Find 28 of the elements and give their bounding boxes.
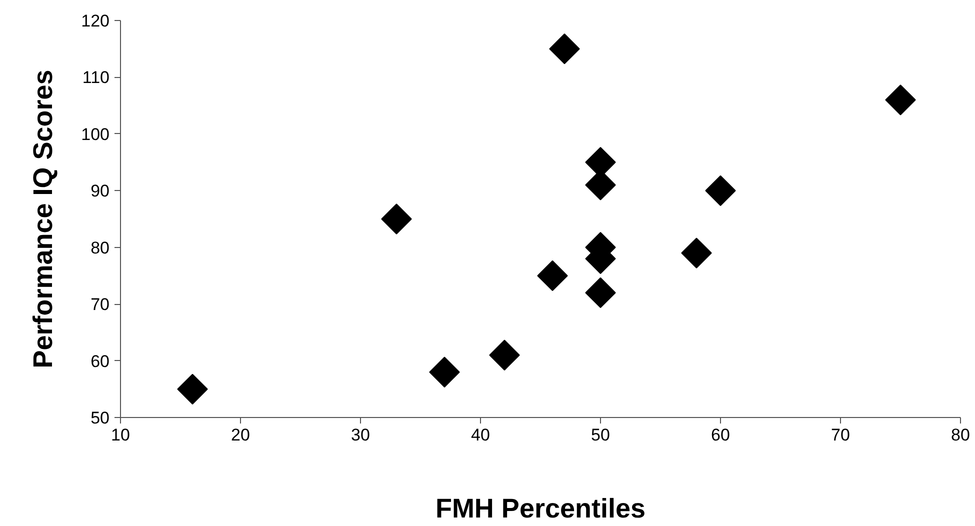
point — [537, 260, 568, 292]
point — [585, 277, 616, 308]
x-tick-label: 70 — [831, 426, 850, 444]
x-tick-label: 30 — [351, 426, 370, 444]
y-tick-label: 90 — [90, 182, 110, 201]
x-tick-label: 20 — [231, 426, 250, 444]
point — [429, 356, 460, 388]
point — [681, 238, 712, 268]
y-tick-label: 70 — [90, 295, 110, 314]
point — [489, 340, 520, 370]
x-axis-title: FMH Percentiles — [435, 494, 646, 524]
x-tick-label: 50 — [591, 426, 610, 444]
point — [549, 34, 580, 64]
x-tick-label: 60 — [711, 426, 730, 444]
y-tick-label: 120 — [81, 12, 110, 30]
y-tick-label: 60 — [90, 352, 110, 371]
y-tick-label: 100 — [81, 124, 110, 144]
x-tick-label: 80 — [951, 426, 970, 444]
y-tick-label: 80 — [90, 238, 110, 258]
y-tick-label: 110 — [82, 68, 110, 88]
x-tick-label: 10 — [111, 426, 130, 444]
y-axis-title: Performance IQ Scores — [28, 70, 58, 368]
point — [381, 204, 412, 234]
point — [705, 175, 736, 206]
y-tick-label: 50 — [90, 408, 110, 428]
point — [177, 374, 208, 404]
point — [885, 84, 916, 116]
x-tick-label: 40 — [471, 426, 490, 444]
